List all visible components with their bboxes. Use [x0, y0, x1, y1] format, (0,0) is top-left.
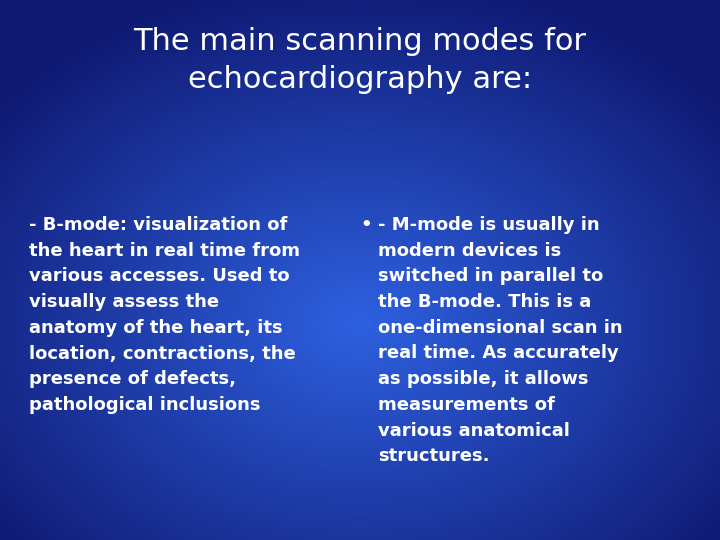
Text: •: •: [360, 216, 372, 234]
Text: - B-mode: visualization of
the heart in real time from
various accesses. Used to: - B-mode: visualization of the heart in …: [29, 216, 300, 414]
Text: The main scanning modes for
echocardiography are:: The main scanning modes for echocardiogr…: [133, 27, 587, 94]
Text: - M-mode is usually in
modern devices is
switched in parallel to
the B-mode. Thi: - M-mode is usually in modern devices is…: [378, 216, 623, 465]
